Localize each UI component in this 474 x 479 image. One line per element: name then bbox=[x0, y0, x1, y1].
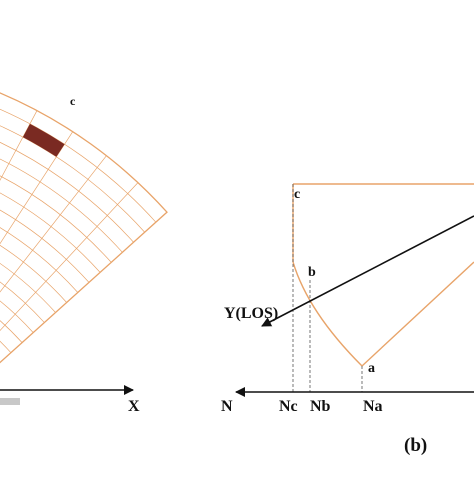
panel-a: c X bbox=[0, 92, 168, 415]
point-a-label: a bbox=[368, 361, 375, 376]
grid-arc-9 bbox=[0, 263, 56, 313]
grid-arc-16 bbox=[0, 141, 134, 243]
grid-arc-13 bbox=[0, 192, 101, 273]
los-arrow bbox=[261, 215, 474, 327]
right-edge bbox=[361, 261, 474, 367]
panel-b: c b a Y(LOS) N Nc Nb Na (b) bbox=[221, 183, 474, 456]
grid-arc-18 bbox=[0, 108, 157, 223]
grid-arc-11 bbox=[0, 227, 79, 293]
point-b-label: b bbox=[308, 265, 316, 280]
grid-radial-6 bbox=[0, 110, 38, 181]
tick-nc-label: Nc bbox=[279, 398, 298, 415]
grid-radial-7 bbox=[0, 131, 73, 245]
n-axis-label: N bbox=[221, 398, 233, 415]
point-c-label: c bbox=[294, 187, 300, 202]
x-axis-label: X bbox=[128, 398, 140, 415]
grid-arc-17 bbox=[0, 125, 145, 233]
highlight-cell-c bbox=[22, 123, 65, 157]
fan-outline bbox=[0, 92, 168, 364]
grid-arc-8 bbox=[0, 281, 45, 323]
grid-radial-9 bbox=[0, 182, 139, 332]
grid-arc-14 bbox=[0, 175, 112, 263]
grid-arc-10 bbox=[0, 244, 67, 303]
grid-arc-15 bbox=[0, 158, 123, 253]
grid-arc-12 bbox=[0, 209, 90, 283]
arc-curve bbox=[292, 261, 363, 367]
polar-grid bbox=[0, 92, 168, 363]
grid-arc-7 bbox=[0, 300, 34, 333]
scale-bar bbox=[0, 398, 20, 405]
grid-arc-6 bbox=[0, 320, 23, 343]
grid-radial-8 bbox=[0, 155, 107, 293]
tick-na-label: Na bbox=[363, 398, 383, 415]
panel-b-tag: (b) bbox=[404, 435, 427, 456]
tick-nb-label: Nb bbox=[310, 398, 331, 415]
cell-c-label: c bbox=[70, 94, 76, 108]
los-label: Y(LOS) bbox=[224, 305, 278, 322]
